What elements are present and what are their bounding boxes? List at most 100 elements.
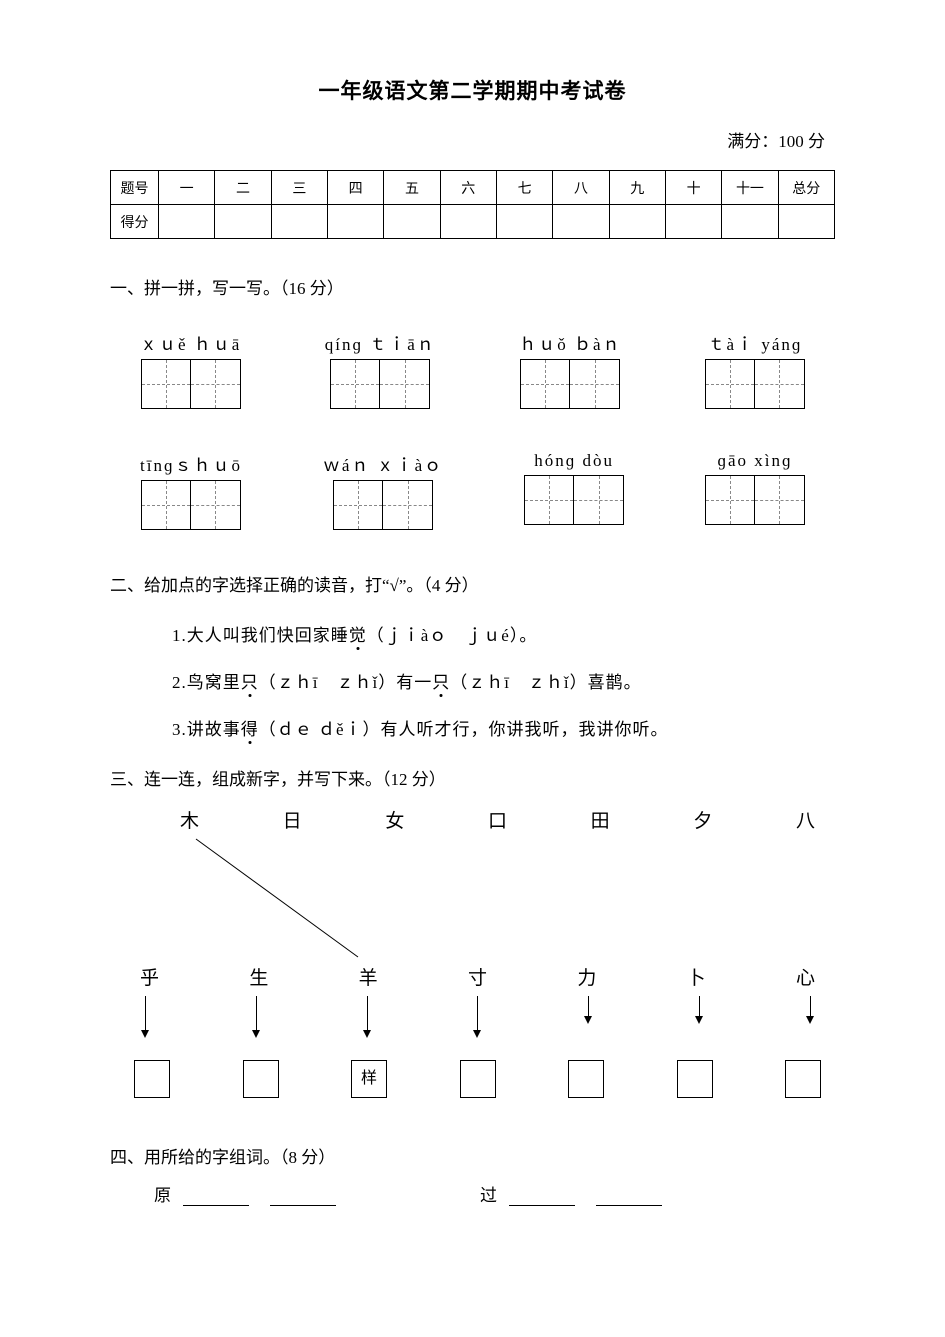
score-cell[interactable] (609, 205, 665, 239)
pinyin-group: ｘｕě ｈｕā (140, 330, 241, 409)
answer-box[interactable] (243, 1060, 279, 1098)
pinyin-group: hónɡ dòu (524, 451, 624, 530)
pinyin-label: ｗáｎ ｘｉàｏ (323, 451, 443, 476)
q2-text: （ｚｈī ｚｈǐ）喜鹊。 (450, 673, 641, 692)
pinyin-group: ｔàｉ yánɡ (705, 330, 805, 409)
score-value-row: 得分 (111, 205, 835, 239)
score-row-label: 得分 (111, 205, 159, 239)
down-arrow-icon (140, 996, 150, 1040)
tianzige[interactable] (141, 359, 241, 409)
q2-text: （ｄｅ ｄěｉ）有人听才行，你讲我听，我讲你听。 (259, 720, 669, 739)
col-6: 六 (440, 171, 496, 205)
col-10: 十 (665, 171, 721, 205)
tianzige[interactable] (330, 359, 430, 409)
pinyin-group: ｗáｎ ｘｉàｏ (323, 451, 443, 530)
col-5: 五 (384, 171, 440, 205)
q2-line-2: 2.鸟窝里只（ｚｈī ｚｈǐ）有一只（ｚｈī ｚｈǐ）喜鹊。 (110, 668, 835, 693)
score-cell[interactable] (440, 205, 496, 239)
tianzige[interactable] (705, 359, 805, 409)
tianzige[interactable] (333, 480, 433, 530)
pinyin-label: hónɡ dòu (534, 451, 614, 471)
score-table: 题号 一 二 三 四 五 六 七 八 九 十 十一 总分 得分 (110, 170, 835, 239)
q3-line-canvas (110, 833, 835, 963)
score-cell[interactable] (778, 205, 834, 239)
fill-blank[interactable] (509, 1190, 575, 1206)
q2-text: 2.鸟窝里 (172, 673, 241, 692)
answer-box[interactable] (460, 1060, 496, 1098)
q3-top-char: 八 (796, 806, 815, 833)
answer-box[interactable] (134, 1060, 170, 1098)
answer-box[interactable] (785, 1060, 821, 1098)
pinyin-group: qínɡ ｔｉāｎ (325, 330, 436, 409)
q3-arrow-row (110, 996, 835, 1040)
fill-blank[interactable] (270, 1190, 336, 1206)
dotted-char: 只 (241, 668, 259, 693)
pinyin-group: ｈｕǒ ｂàｎ (519, 330, 621, 409)
answer-box[interactable] (677, 1060, 713, 1098)
header-label: 题号 (111, 171, 159, 205)
q3-bottom-char: 心 (796, 963, 815, 990)
col-9: 九 (609, 171, 665, 205)
col-11: 十一 (722, 171, 778, 205)
page-title: 一年级语文第二学期期中考试卷 (110, 75, 835, 105)
q3-box-row: 样 (110, 1060, 835, 1098)
down-arrow-icon (472, 996, 482, 1040)
score-cell[interactable] (215, 205, 271, 239)
score-cell[interactable] (665, 205, 721, 239)
q4-line: 原 过 (110, 1181, 835, 1206)
q3-top-row: 木 日 女 口 田 夕 八 (110, 806, 835, 833)
q3-bottom-char: 寸 (468, 963, 487, 990)
pinyin-label: tīnɡｓｈｕō (140, 451, 242, 476)
score-cell[interactable] (496, 205, 552, 239)
tianzige[interactable] (705, 475, 805, 525)
q1-heading: 一、拼一拼，写一写。（16 分） (110, 275, 835, 302)
q3-top-char: 田 (591, 806, 610, 833)
q1-row-2: tīnɡｓｈｕō ｗáｎ ｘｉàｏ hónɡ dòu ɡāo xìnɡ (110, 451, 835, 530)
pinyin-label: ｘｕě ｈｕā (140, 330, 241, 355)
q3-heading: 三、连一连，组成新字，并写下来。（12 分） (110, 766, 835, 793)
q3-bottom-char: 卜 (687, 963, 706, 990)
q2-line-1: 1.大人叫我们快回家睡觉（ｊｉàｏ ｊｕé）。 (110, 621, 835, 646)
pinyin-label: ɡāo xìnɡ (717, 451, 792, 471)
tianzige[interactable] (524, 475, 624, 525)
col-total: 总分 (778, 171, 834, 205)
col-2: 二 (215, 171, 271, 205)
q4-char: 过 (480, 1186, 497, 1205)
q1-row-1: ｘｕě ｈｕā qínɡ ｔｉāｎ ｈｕǒ ｂàｎ ｔàｉ yánɡ (110, 330, 835, 409)
full-score: 满分：100 分 (110, 127, 835, 152)
example-line (196, 839, 358, 957)
tianzige[interactable] (520, 359, 620, 409)
score-cell[interactable] (271, 205, 327, 239)
score-cell[interactable] (722, 205, 778, 239)
q3-bottom-char: 力 (577, 963, 596, 990)
q2-text: （ｊｉàｏ ｊｕé）。 (367, 626, 538, 645)
down-arrow-icon (362, 996, 372, 1040)
col-1: 一 (159, 171, 215, 205)
answer-box[interactable] (568, 1060, 604, 1098)
q2-text: （ｚｈī ｚｈǐ）有一 (259, 673, 432, 692)
pinyin-label: qínɡ ｔｉāｎ (325, 330, 436, 355)
q3-top-char: 口 (488, 806, 507, 833)
q3-top-char: 日 (283, 806, 302, 833)
score-cell[interactable] (159, 205, 215, 239)
dotted-char: 觉 (349, 621, 367, 646)
col-7: 七 (496, 171, 552, 205)
tianzige[interactable] (141, 480, 241, 530)
q3-bottom-char: 生 (249, 963, 268, 990)
q2-text: 1.大人叫我们快回家睡 (172, 626, 349, 645)
q2-text: 3.讲故事 (172, 720, 241, 739)
pinyin-group: tīnɡｓｈｕō (140, 451, 242, 530)
score-cell[interactable] (384, 205, 440, 239)
col-4: 四 (327, 171, 383, 205)
down-arrow-icon (251, 996, 261, 1040)
q2-line-3: 3.讲故事得（ｄｅ ｄěｉ）有人听才行，你讲我听，我讲你听。 (110, 715, 835, 740)
score-header-row: 题号 一 二 三 四 五 六 七 八 九 十 十一 总分 (111, 171, 835, 205)
dotted-char: 只 (432, 668, 450, 693)
fill-blank[interactable] (183, 1190, 249, 1206)
fill-blank[interactable] (596, 1190, 662, 1206)
score-cell[interactable] (553, 205, 609, 239)
score-cell[interactable] (327, 205, 383, 239)
answer-box-example: 样 (351, 1060, 387, 1098)
q4-heading: 四、用所给的字组词。（8 分） (110, 1144, 835, 1171)
dotted-char: 得 (241, 715, 259, 740)
